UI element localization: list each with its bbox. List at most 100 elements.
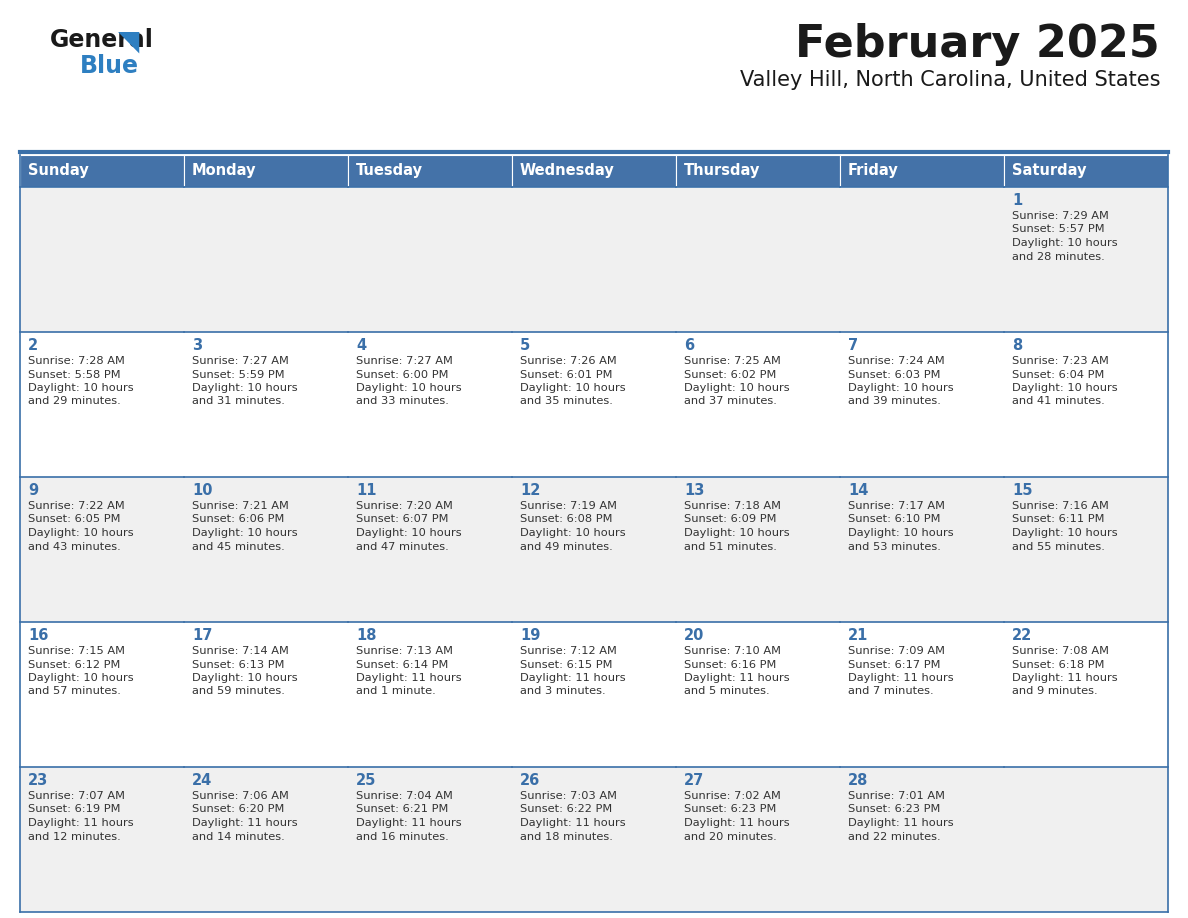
Text: Sunrise: 7:28 AM: Sunrise: 7:28 AM xyxy=(29,356,125,366)
Text: Sunrise: 7:19 AM: Sunrise: 7:19 AM xyxy=(520,501,617,511)
Text: Sunset: 6:19 PM: Sunset: 6:19 PM xyxy=(29,804,120,814)
Text: 24: 24 xyxy=(192,773,213,788)
Text: Sunset: 6:08 PM: Sunset: 6:08 PM xyxy=(520,514,613,524)
Bar xyxy=(184,332,348,477)
Text: Sunrise: 7:26 AM: Sunrise: 7:26 AM xyxy=(520,356,617,366)
Text: and 45 minutes.: and 45 minutes. xyxy=(192,542,285,552)
Text: 21: 21 xyxy=(848,628,868,643)
Text: Daylight: 11 hours: Daylight: 11 hours xyxy=(848,818,954,828)
Bar xyxy=(840,767,1004,912)
Text: Sunrise: 7:21 AM: Sunrise: 7:21 AM xyxy=(192,501,289,511)
Text: Sunset: 6:20 PM: Sunset: 6:20 PM xyxy=(192,804,284,814)
Text: 7: 7 xyxy=(848,338,858,353)
Text: Daylight: 10 hours: Daylight: 10 hours xyxy=(1012,238,1118,248)
Text: Sunrise: 7:24 AM: Sunrise: 7:24 AM xyxy=(848,356,944,366)
Bar xyxy=(20,332,184,477)
Text: 6: 6 xyxy=(684,338,694,353)
Text: Valley Hill, North Carolina, United States: Valley Hill, North Carolina, United Stat… xyxy=(739,70,1159,90)
Text: and 41 minutes.: and 41 minutes. xyxy=(1012,397,1105,407)
Text: Sunrise: 7:20 AM: Sunrise: 7:20 AM xyxy=(356,501,453,511)
Bar xyxy=(512,155,676,187)
Text: and 39 minutes.: and 39 minutes. xyxy=(848,397,941,407)
Bar xyxy=(840,155,1004,187)
Text: 2: 2 xyxy=(29,338,38,353)
Text: Sunset: 6:01 PM: Sunset: 6:01 PM xyxy=(520,370,613,379)
Text: Sunset: 6:05 PM: Sunset: 6:05 PM xyxy=(29,514,120,524)
Text: Daylight: 10 hours: Daylight: 10 hours xyxy=(848,528,954,538)
Text: Sunset: 6:15 PM: Sunset: 6:15 PM xyxy=(520,659,613,669)
Text: Sunrise: 7:03 AM: Sunrise: 7:03 AM xyxy=(520,791,617,801)
Bar xyxy=(20,187,184,332)
Bar xyxy=(348,332,512,477)
Bar xyxy=(184,767,348,912)
Text: Daylight: 10 hours: Daylight: 10 hours xyxy=(192,673,298,683)
Bar xyxy=(676,332,840,477)
Text: Sunset: 6:00 PM: Sunset: 6:00 PM xyxy=(356,370,449,379)
Text: Sunset: 6:12 PM: Sunset: 6:12 PM xyxy=(29,659,120,669)
Text: Sunset: 6:04 PM: Sunset: 6:04 PM xyxy=(1012,370,1105,379)
Text: Daylight: 11 hours: Daylight: 11 hours xyxy=(1012,673,1118,683)
Text: and 18 minutes.: and 18 minutes. xyxy=(520,832,613,842)
Text: 16: 16 xyxy=(29,628,49,643)
Text: Daylight: 10 hours: Daylight: 10 hours xyxy=(356,383,462,393)
Text: Sunset: 6:22 PM: Sunset: 6:22 PM xyxy=(520,804,612,814)
Text: Sunrise: 7:23 AM: Sunrise: 7:23 AM xyxy=(1012,356,1108,366)
Bar xyxy=(676,187,840,332)
Text: and 3 minutes.: and 3 minutes. xyxy=(520,687,606,697)
Text: Sunset: 6:14 PM: Sunset: 6:14 PM xyxy=(356,659,448,669)
Text: Sunset: 6:21 PM: Sunset: 6:21 PM xyxy=(356,804,448,814)
Text: 8: 8 xyxy=(1012,338,1022,353)
Text: Daylight: 11 hours: Daylight: 11 hours xyxy=(29,818,133,828)
Text: and 53 minutes.: and 53 minutes. xyxy=(848,542,941,552)
Text: Sunday: Sunday xyxy=(29,163,89,178)
Text: Daylight: 10 hours: Daylight: 10 hours xyxy=(684,528,790,538)
Text: Daylight: 10 hours: Daylight: 10 hours xyxy=(848,383,954,393)
Text: Sunrise: 7:25 AM: Sunrise: 7:25 AM xyxy=(684,356,781,366)
Text: Sunset: 6:18 PM: Sunset: 6:18 PM xyxy=(1012,659,1105,669)
Text: and 33 minutes.: and 33 minutes. xyxy=(356,397,449,407)
Text: Blue: Blue xyxy=(80,54,139,78)
Text: and 43 minutes.: and 43 minutes. xyxy=(29,542,121,552)
Bar xyxy=(840,187,1004,332)
Text: Tuesday: Tuesday xyxy=(356,163,423,178)
Text: and 31 minutes.: and 31 minutes. xyxy=(192,397,285,407)
Text: Monday: Monday xyxy=(192,163,257,178)
Text: Sunset: 6:11 PM: Sunset: 6:11 PM xyxy=(1012,514,1105,524)
Text: Sunrise: 7:07 AM: Sunrise: 7:07 AM xyxy=(29,791,125,801)
Text: 17: 17 xyxy=(192,628,213,643)
Text: Daylight: 10 hours: Daylight: 10 hours xyxy=(520,528,626,538)
Text: Daylight: 11 hours: Daylight: 11 hours xyxy=(520,818,626,828)
Text: and 16 minutes.: and 16 minutes. xyxy=(356,832,449,842)
Text: Sunrise: 7:17 AM: Sunrise: 7:17 AM xyxy=(848,501,944,511)
Text: Sunset: 6:17 PM: Sunset: 6:17 PM xyxy=(848,659,941,669)
Bar xyxy=(512,767,676,912)
Text: Daylight: 10 hours: Daylight: 10 hours xyxy=(29,383,133,393)
Text: 23: 23 xyxy=(29,773,49,788)
Text: Sunset: 6:09 PM: Sunset: 6:09 PM xyxy=(684,514,777,524)
Text: Sunrise: 7:18 AM: Sunrise: 7:18 AM xyxy=(684,501,781,511)
Text: 26: 26 xyxy=(520,773,541,788)
Text: and 9 minutes.: and 9 minutes. xyxy=(1012,687,1098,697)
Text: Thursday: Thursday xyxy=(684,163,760,178)
Text: and 47 minutes.: and 47 minutes. xyxy=(356,542,449,552)
Text: Sunrise: 7:22 AM: Sunrise: 7:22 AM xyxy=(29,501,125,511)
Bar xyxy=(1004,622,1168,767)
Bar xyxy=(1004,187,1168,332)
Text: 28: 28 xyxy=(848,773,868,788)
Text: Daylight: 10 hours: Daylight: 10 hours xyxy=(192,383,298,393)
Bar xyxy=(512,477,676,622)
Bar xyxy=(20,477,184,622)
Text: Sunset: 6:23 PM: Sunset: 6:23 PM xyxy=(684,804,777,814)
Text: 20: 20 xyxy=(684,628,704,643)
Text: Daylight: 11 hours: Daylight: 11 hours xyxy=(684,673,790,683)
Bar xyxy=(840,477,1004,622)
Text: 15: 15 xyxy=(1012,483,1032,498)
Text: Daylight: 10 hours: Daylight: 10 hours xyxy=(356,528,462,538)
Bar xyxy=(20,622,184,767)
Text: 11: 11 xyxy=(356,483,377,498)
Bar xyxy=(348,622,512,767)
Text: 18: 18 xyxy=(356,628,377,643)
Text: Sunrise: 7:14 AM: Sunrise: 7:14 AM xyxy=(192,646,289,656)
Text: Daylight: 10 hours: Daylight: 10 hours xyxy=(1012,383,1118,393)
Text: Sunrise: 7:29 AM: Sunrise: 7:29 AM xyxy=(1012,211,1108,221)
